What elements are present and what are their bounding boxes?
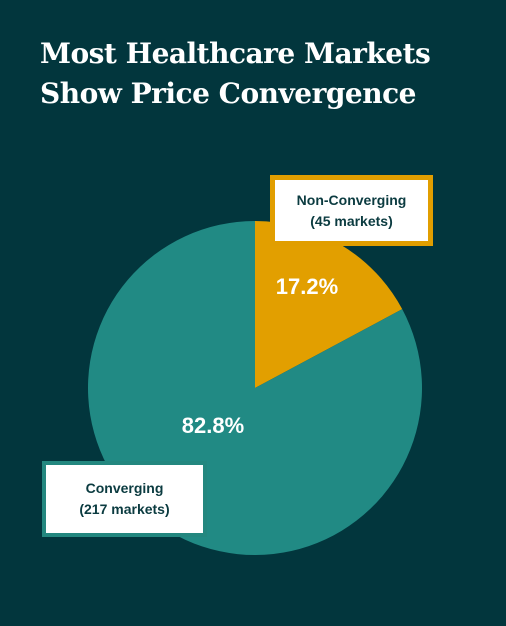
callout-converging: Converging (217 markets): [42, 461, 207, 537]
callout-non-converging: Non-Converging (45 markets): [270, 175, 433, 246]
pie-slice-non-converging: [255, 221, 403, 388]
callout-non-converging-count: (45 markets): [310, 212, 393, 229]
percent-label-converging: 82.8%: [182, 413, 244, 438]
percent-label-non-converging: 17.2%: [276, 274, 338, 299]
chart-title: Most Healthcare Markets Show Price Conve…: [40, 34, 480, 114]
callout-non-converging-name: Non-Converging: [296, 191, 407, 208]
chart-title-line-2: Show Price Convergence: [40, 77, 416, 110]
callout-converging-count: (217 markets): [79, 501, 170, 517]
chart-title-line-1: Most Healthcare Markets: [40, 37, 431, 70]
callout-converging-name: Converging: [85, 480, 164, 496]
